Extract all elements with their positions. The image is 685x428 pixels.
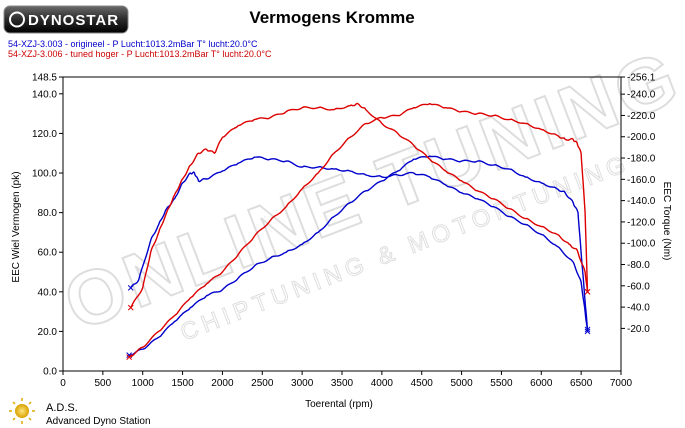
info-line-tuned: 54-XZJ-3.006 - tuned hoger - P Lucht:101… xyxy=(8,49,272,59)
y2-tick-label: -160.0 xyxy=(627,175,656,186)
sun-icon xyxy=(15,404,29,418)
x-tick-label: 3000 xyxy=(291,378,314,389)
x-tick-label: 3500 xyxy=(331,378,354,389)
x-tick-label: 500 xyxy=(95,378,112,389)
series-start-marker xyxy=(127,284,134,291)
series-end-marker xyxy=(584,328,591,335)
y-tick-label: 80.0 xyxy=(38,208,58,219)
y-tick-label: 40.0 xyxy=(38,287,58,298)
y2-tick-label: -60.0 xyxy=(627,281,650,292)
x-axis-title: Toerental (rpm) xyxy=(305,399,373,410)
y-tick-label: 20.0 xyxy=(38,327,58,338)
x-tick-label: 4000 xyxy=(371,378,394,389)
series-line-power-0 xyxy=(129,155,589,356)
y-tick-label: 100.0 xyxy=(32,169,57,180)
y-axis-right: -20.0 -40.0 -60.0 -80.0 -100.0 -120.0 -140.0 -1… xyxy=(621,73,656,335)
dynostar-logo: DYNOSTAR xyxy=(3,5,129,34)
y-tick-label: 148.5 xyxy=(32,73,57,84)
series-end-marker xyxy=(584,288,591,295)
y2-tick-label: -40.0 xyxy=(627,303,650,314)
y2-tick-label: -220.0 xyxy=(627,111,656,122)
series-start-marker xyxy=(127,304,134,311)
y-tick-label: 0.0 xyxy=(43,367,57,378)
x-tick-label: 2500 xyxy=(251,378,274,389)
x-tick-label: 0 xyxy=(60,378,66,389)
y-axis-right-title: EEC Torque (Nm) xyxy=(661,182,672,261)
y2-tick-label: -180.0 xyxy=(627,154,656,165)
series-line-torque-1 xyxy=(130,156,589,332)
x-tick-label: 2000 xyxy=(211,378,234,389)
x-axis: 0 500 1000 1500 2000 2500 3000 3500 4000 4500 5000… xyxy=(60,371,633,389)
series-line-torque-3 xyxy=(130,102,589,308)
series-line-power-2 xyxy=(129,103,589,358)
y-axis-left-title: EEC Wiel Vermogen (pk) xyxy=(11,171,22,282)
x-tick-label: 6000 xyxy=(530,378,553,389)
y2-tick-label: -140.0 xyxy=(627,196,656,207)
y2-tick-label: -100.0 xyxy=(627,239,656,250)
y2-tick-label: -240.0 xyxy=(627,90,656,101)
y-axis-left: 0.0 20.0 40.0 60.0 80.0 100.0 120.0 140.0 148.5 xyxy=(32,73,63,378)
footer-subtitle: Advanced Dyno Station xyxy=(46,416,151,427)
series-lines xyxy=(126,102,591,360)
y2-tick-label: -80.0 xyxy=(627,260,650,271)
watermark: ONLINE TUNING CHIPTUNING & MOTORTUNING xyxy=(52,33,685,348)
chart-title: Vermogens Kromme xyxy=(249,8,414,27)
series-start-marker xyxy=(126,354,133,360)
x-tick-label: 1000 xyxy=(132,378,155,389)
x-tick-label: 6500 xyxy=(570,378,593,389)
y-tick-label: 120.0 xyxy=(32,129,57,140)
y2-tick-label: -200.0 xyxy=(627,132,656,143)
info-line-original: 54-XZJ-3.003 - origineel - P Lucht:1013.… xyxy=(8,39,258,49)
x-tick-label: 5000 xyxy=(450,378,473,389)
x-tick-label: 4500 xyxy=(411,378,434,389)
y2-tick-label: -256.1 xyxy=(627,73,656,84)
x-tick-label: 1500 xyxy=(171,378,194,389)
y2-tick-label: -120.0 xyxy=(627,217,656,228)
ads-logo: A.D.S. Advanced Dyno Station xyxy=(9,398,151,427)
x-tick-label: 5500 xyxy=(490,378,513,389)
y2-tick-label: -20.0 xyxy=(627,324,650,335)
y-tick-label: 60.0 xyxy=(38,248,58,259)
x-tick-label: 7000 xyxy=(610,378,633,389)
footer-brand: A.D.S. xyxy=(46,402,78,414)
logo-text: DYNOSTAR xyxy=(28,12,119,29)
y-tick-label: 140.0 xyxy=(32,89,57,100)
